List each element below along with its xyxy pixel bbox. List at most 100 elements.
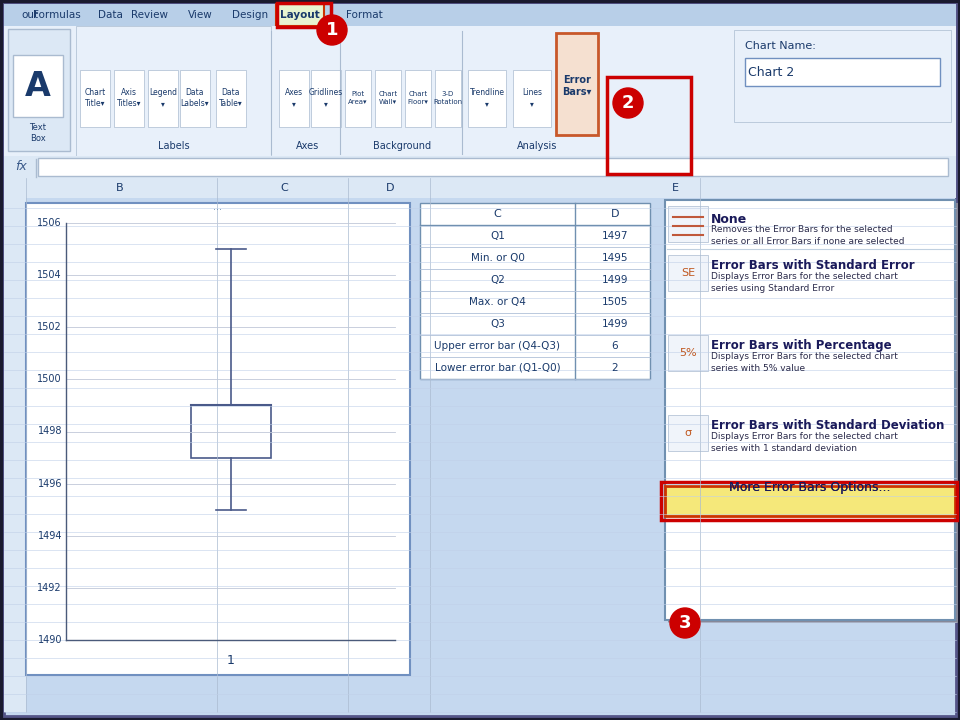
- Text: 1502: 1502: [37, 323, 62, 332]
- Text: Error
Bars▾: Error Bars▾: [563, 75, 591, 96]
- FancyBboxPatch shape: [405, 70, 431, 127]
- Text: 1495: 1495: [602, 253, 628, 263]
- Text: 1497: 1497: [602, 231, 628, 241]
- Bar: [420, 203, 650, 379]
- Text: Review: Review: [132, 10, 169, 20]
- Text: Max. or Q4: Max. or Q4: [469, 297, 526, 307]
- Text: Chart
Floor▾: Chart Floor▾: [408, 91, 428, 104]
- FancyBboxPatch shape: [668, 206, 708, 242]
- Bar: [38, 158, 948, 176]
- Bar: [4, 4, 956, 159]
- Text: 1490: 1490: [37, 635, 62, 645]
- Text: 1498: 1498: [37, 426, 62, 436]
- Text: 1: 1: [227, 654, 234, 667]
- Text: 1492: 1492: [37, 583, 62, 593]
- FancyBboxPatch shape: [180, 70, 210, 127]
- FancyBboxPatch shape: [513, 70, 551, 127]
- Text: 1496: 1496: [37, 479, 62, 489]
- Text: Displays Error Bars for the selected chart
series with 5% value: Displays Error Bars for the selected cha…: [711, 352, 898, 373]
- FancyBboxPatch shape: [279, 70, 309, 127]
- Text: Displays Error Bars for the selected chart
series with 1 standard deviation: Displays Error Bars for the selected cha…: [711, 432, 898, 453]
- FancyBboxPatch shape: [668, 415, 708, 451]
- Text: Format: Format: [346, 10, 382, 20]
- Text: Labels: Labels: [157, 141, 189, 151]
- Bar: [4, 26, 956, 156]
- FancyBboxPatch shape: [311, 70, 341, 127]
- FancyBboxPatch shape: [435, 70, 461, 127]
- Bar: [190, 405, 271, 458]
- Text: Trendline
▾: Trendline ▾: [469, 89, 505, 108]
- Text: Layout: Layout: [280, 10, 320, 20]
- Text: B: B: [116, 183, 123, 193]
- Text: Min. or Q0: Min. or Q0: [470, 253, 524, 263]
- FancyBboxPatch shape: [668, 255, 708, 291]
- Bar: [76, 26, 271, 156]
- FancyBboxPatch shape: [668, 335, 708, 371]
- Bar: [4, 198, 26, 712]
- Text: Lower error bar (Q1-Q0): Lower error bar (Q1-Q0): [435, 363, 561, 373]
- FancyBboxPatch shape: [734, 30, 951, 122]
- Text: Q1: Q1: [490, 231, 505, 241]
- Text: Displays Error Bars for the selected chart
series using Standard Error: Displays Error Bars for the selected cha…: [711, 272, 898, 293]
- Bar: [8, 29, 70, 151]
- Text: Legend
▾: Legend ▾: [149, 89, 177, 108]
- Circle shape: [613, 88, 643, 118]
- Text: None: None: [711, 213, 747, 226]
- FancyBboxPatch shape: [665, 200, 955, 620]
- Text: Error Bars with Standard Error: Error Bars with Standard Error: [711, 259, 915, 272]
- Text: C: C: [493, 209, 501, 219]
- Text: 3-D
Rotation: 3-D Rotation: [433, 91, 463, 104]
- Text: Data
Labels▾: Data Labels▾: [180, 89, 209, 108]
- Text: 1504: 1504: [37, 270, 62, 280]
- Text: 3: 3: [679, 614, 691, 632]
- Bar: [4, 4, 956, 26]
- FancyBboxPatch shape: [216, 70, 246, 127]
- Text: More Error Bars Options...: More Error Bars Options...: [730, 482, 891, 495]
- FancyBboxPatch shape: [80, 70, 110, 127]
- Text: 1499: 1499: [602, 319, 628, 329]
- Text: Axes: Axes: [296, 141, 319, 151]
- FancyBboxPatch shape: [276, 4, 324, 26]
- Text: 1499: 1499: [602, 275, 628, 285]
- FancyBboxPatch shape: [556, 33, 598, 135]
- FancyBboxPatch shape: [375, 70, 401, 127]
- Bar: [745, 58, 940, 86]
- Text: 5%: 5%: [679, 348, 697, 358]
- Text: View: View: [187, 10, 212, 20]
- Text: 1: 1: [325, 21, 338, 39]
- Text: D: D: [611, 209, 619, 219]
- Text: fx: fx: [15, 161, 27, 174]
- Text: 1506: 1506: [37, 218, 62, 228]
- Text: A: A: [25, 70, 51, 102]
- Text: Formulas: Formulas: [34, 10, 81, 20]
- Text: Axis
Titles▾: Axis Titles▾: [117, 89, 141, 108]
- Text: Removes the Error Bars for the selected
series or all Error Bars if none are sel: Removes the Error Bars for the selected …: [711, 225, 904, 246]
- FancyBboxPatch shape: [26, 203, 410, 675]
- Text: Gridlines
▾: Gridlines ▾: [309, 89, 343, 108]
- Text: Background: Background: [372, 141, 431, 151]
- Text: Axes
▾: Axes ▾: [285, 89, 303, 108]
- Text: Analysis: Analysis: [517, 141, 558, 151]
- Text: Lines
▾: Lines ▾: [522, 89, 542, 108]
- Text: Text
Box: Text Box: [30, 123, 46, 143]
- Text: σ: σ: [684, 428, 691, 438]
- Circle shape: [670, 608, 700, 638]
- Text: D: D: [386, 183, 395, 193]
- Text: Data
Table▾: Data Table▾: [219, 89, 243, 108]
- FancyBboxPatch shape: [148, 70, 178, 127]
- Text: Data: Data: [98, 10, 123, 20]
- Text: More Error Bars Options...: More Error Bars Options...: [730, 482, 891, 495]
- Text: E: E: [671, 183, 679, 193]
- Text: 2: 2: [622, 94, 635, 112]
- Circle shape: [317, 15, 347, 45]
- Text: Error Bars with Percentage: Error Bars with Percentage: [711, 339, 892, 352]
- Text: Plot
Area▾: Plot Area▾: [348, 91, 368, 104]
- Text: ...: ...: [213, 202, 223, 212]
- Text: Chart
Title▾: Chart Title▾: [84, 89, 106, 108]
- Text: Chart 2: Chart 2: [748, 66, 794, 78]
- Text: Q3: Q3: [490, 319, 505, 329]
- FancyBboxPatch shape: [665, 486, 955, 516]
- Text: 1500: 1500: [37, 374, 62, 384]
- Text: 1494: 1494: [37, 531, 62, 541]
- FancyBboxPatch shape: [4, 4, 956, 716]
